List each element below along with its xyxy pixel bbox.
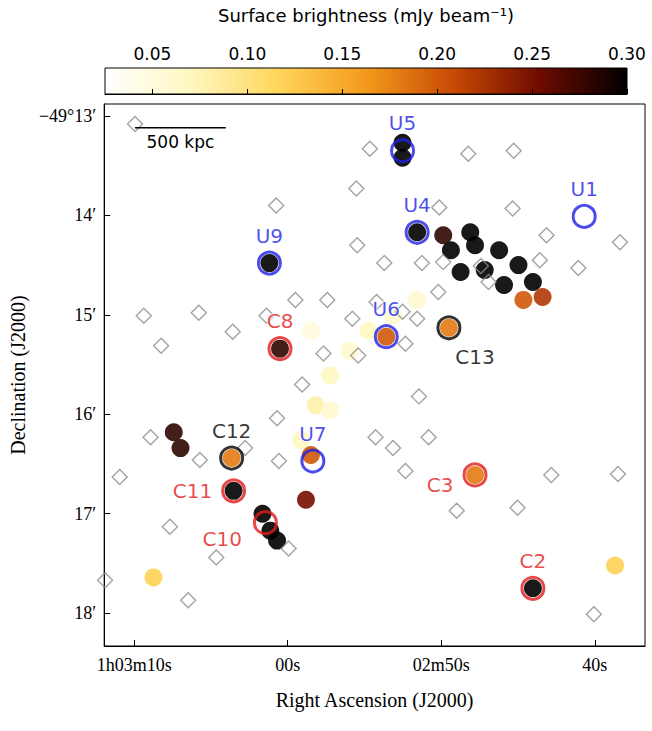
- svg-text:C11: C11: [173, 479, 212, 503]
- svg-text:U4: U4: [403, 193, 430, 217]
- svg-text:0.10: 0.10: [228, 44, 266, 64]
- svg-text:U7: U7: [299, 422, 326, 446]
- svg-text:C2: C2: [520, 549, 547, 573]
- svg-text:U1: U1: [571, 177, 598, 201]
- svg-text:15′: 15′: [74, 305, 96, 325]
- svg-text:C10: C10: [202, 527, 241, 551]
- svg-text:Surface brightness (mJy beam⁻¹: Surface brightness (mJy beam⁻¹): [218, 5, 514, 26]
- svg-text:40s: 40s: [582, 655, 607, 675]
- svg-text:C12: C12: [212, 419, 251, 443]
- svg-text:14′: 14′: [74, 205, 96, 225]
- svg-text:C3: C3: [427, 473, 454, 497]
- svg-text:0.30: 0.30: [608, 44, 646, 64]
- svg-text:0.15: 0.15: [323, 44, 361, 64]
- svg-text:18′: 18′: [74, 603, 96, 623]
- svg-text:0.20: 0.20: [418, 44, 456, 64]
- svg-text:C8: C8: [267, 309, 294, 333]
- svg-text:16′: 16′: [74, 404, 96, 424]
- svg-text:U9: U9: [256, 224, 283, 248]
- svg-text:0.25: 0.25: [513, 44, 551, 64]
- svg-text:Declination (J2000): Declination (J2000): [7, 295, 30, 454]
- svg-text:U5: U5: [389, 111, 416, 135]
- svg-text:1h03m10s: 1h03m10s: [97, 655, 172, 675]
- svg-text:0.05: 0.05: [134, 44, 172, 64]
- svg-text:Right Ascension (J2000): Right Ascension (J2000): [276, 689, 474, 712]
- svg-text:00s: 00s: [275, 655, 300, 675]
- svg-text:C13: C13: [455, 345, 494, 369]
- svg-text:−49°13′: −49°13′: [39, 106, 96, 126]
- svg-text:02m50s: 02m50s: [413, 655, 470, 675]
- svg-text:U6: U6: [373, 297, 400, 321]
- svg-text:500 kpc: 500 kpc: [147, 132, 215, 152]
- svg-text:17′: 17′: [74, 504, 96, 524]
